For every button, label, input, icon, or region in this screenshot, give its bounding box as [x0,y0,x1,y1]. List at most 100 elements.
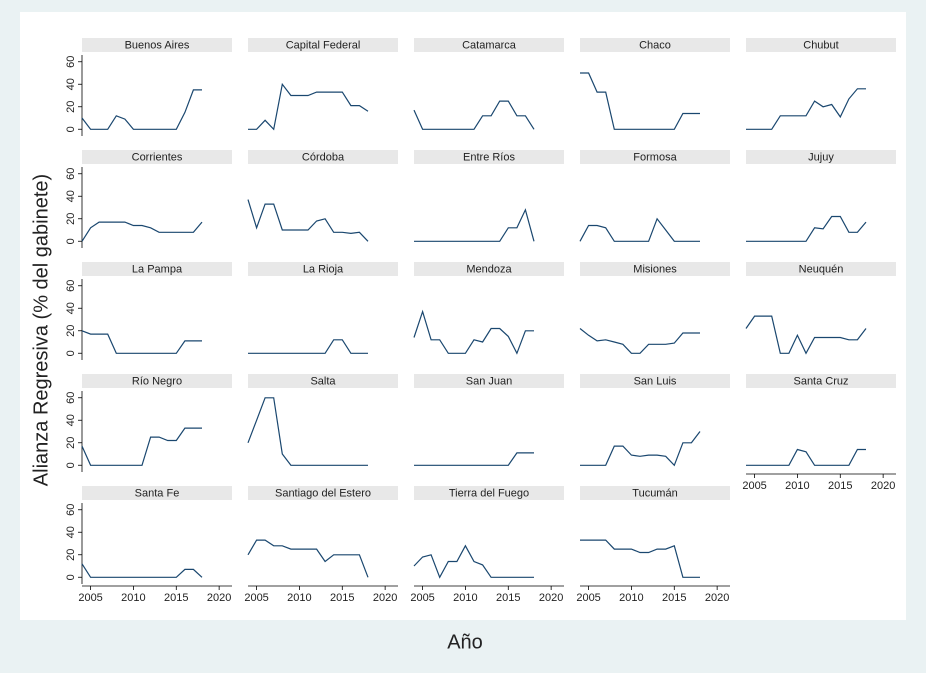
y-tick-label: 20 [65,325,77,337]
x-tick-label: 2015 [496,592,520,604]
y-tick-label: 20 [65,101,77,113]
panel-title: Corrientes [132,151,183,163]
x-tick-label: 2015 [330,592,354,604]
x-tick-label: 2020 [705,592,729,604]
panel-title: Jujuy [808,151,834,163]
panel-title: San Juan [466,375,512,387]
series-line [247,199,369,242]
series-line [413,544,534,579]
panel-title: Neuquén [799,263,844,275]
series-line [745,315,867,355]
panel-header [580,150,730,164]
y-tick-label: 40 [65,414,77,426]
x-tick-label: 2005 [742,480,766,492]
series-line [81,427,202,466]
series-line [414,208,535,242]
panel-title: Río Negro [132,375,182,387]
x-tick-label: 2020 [871,480,895,492]
series-line [81,89,202,130]
series-line [580,72,700,130]
y-tick-label: 40 [65,302,77,314]
x-tick-label: 2010 [121,592,145,604]
series-line [746,88,866,130]
y-tick-label: 0 [65,126,77,132]
x-tick-label: 2010 [287,592,311,604]
panel-header [746,262,896,276]
panel-title: Formosa [633,151,677,163]
series-line [580,539,700,578]
panel-header [82,486,232,500]
panel-header [248,486,398,500]
panel-title: Santa Cruz [793,375,848,387]
panel-header [414,486,564,500]
panel-title: Tierra del Fuego [449,487,529,499]
panel-header [414,374,564,388]
y-tick-label: 60 [65,168,77,180]
y-tick-label: 20 [65,549,77,561]
y-tick-label: 40 [65,526,77,538]
panel-title: Salta [310,375,336,387]
panel-header [82,262,232,276]
y-tick-label: 0 [65,574,77,580]
panel-header [580,262,730,276]
panel-header [746,150,896,164]
panel-title: Mendoza [466,263,512,275]
series-line [81,330,202,354]
panel-header [414,150,564,164]
panel-title: La Pampa [132,263,183,275]
x-tick-label: 2005 [410,592,434,604]
panel-header [746,374,896,388]
y-tick-label: 60 [65,504,77,516]
panel-title: Córdoba [302,151,345,163]
panel-title: San Luis [634,375,677,387]
x-tick-label: 2010 [785,480,809,492]
series-line [580,431,701,467]
panel-header [248,150,398,164]
y-tick-label: 20 [65,437,77,449]
y-tick-label: 60 [65,280,77,292]
panel-header [248,38,398,52]
series-line [413,309,534,355]
panel-title: Misiones [633,263,677,275]
y-tick-label: 20 [65,213,77,225]
panel-title: Chaco [639,39,671,51]
panel-title: Buenos Aires [125,39,190,51]
panel-header [82,374,232,388]
panel-title: La Rioja [303,263,344,275]
panel-header [82,150,232,164]
x-tick-label: 2005 [244,592,268,604]
panel-header [248,374,398,388]
y-tick-label: 60 [65,56,77,68]
panel-header [580,486,730,500]
series-line [81,563,203,578]
x-tick-label: 2010 [619,592,643,604]
x-tick-label: 2020 [539,592,563,604]
y-tick-label: 0 [65,238,77,244]
series-line [413,100,535,130]
x-tick-label: 2020 [207,592,231,604]
x-axis-title: Año [447,631,483,653]
series-line [746,215,867,242]
panel-title: Catamarca [462,39,517,51]
y-axis-title: Alianza Regresiva (% del gabinete) [30,174,52,486]
panel-title: Entre Ríos [463,151,515,163]
panel-header [248,262,398,276]
panel-title: Capital Federal [286,39,361,51]
panel-title: Tucumán [632,487,677,499]
panel-header [414,38,564,52]
x-tick-label: 2005 [78,592,102,604]
series-line [247,397,368,466]
x-tick-label: 2015 [164,592,188,604]
y-tick-label: 40 [65,78,77,90]
plot-region [20,12,906,620]
panel-header [414,262,564,276]
x-tick-label: 2005 [576,592,600,604]
y-tick-label: 40 [65,190,77,202]
series-line [579,217,700,242]
x-tick-label: 2020 [373,592,397,604]
y-tick-label: 0 [65,350,77,356]
series-line [248,82,369,131]
x-tick-label: 2015 [828,480,852,492]
series-line [746,448,866,466]
